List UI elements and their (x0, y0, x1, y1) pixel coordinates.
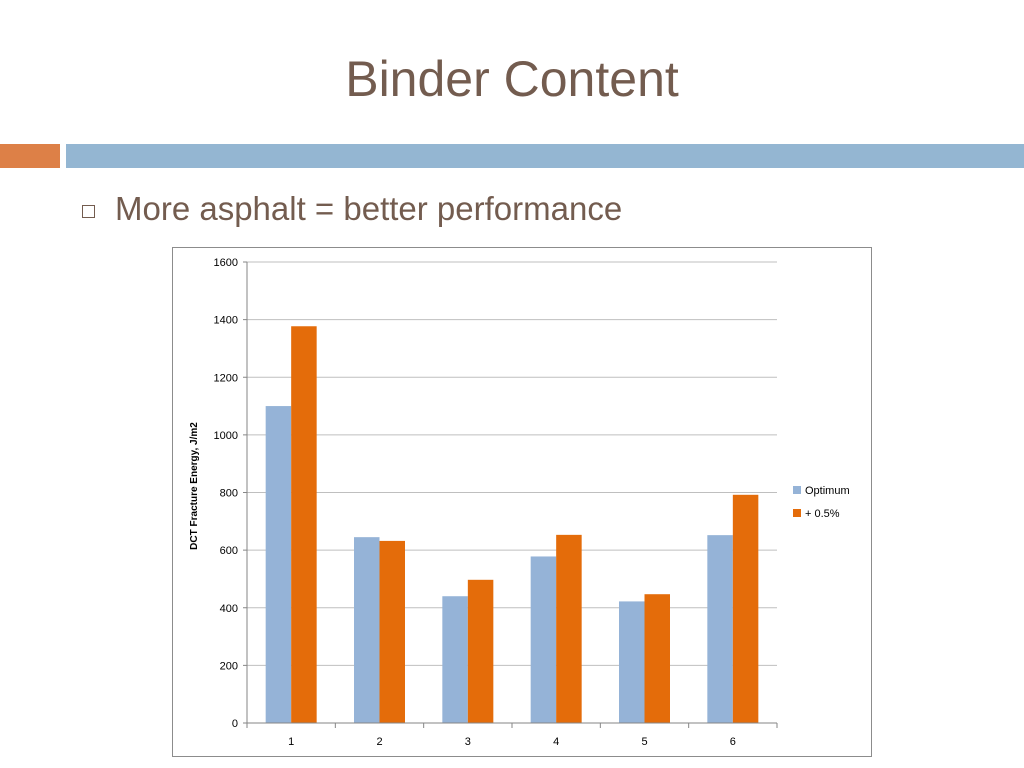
y-tick-label: 1200 (214, 372, 238, 384)
x-tick-label: 3 (465, 736, 471, 748)
bars (265, 326, 759, 723)
legend-swatch (793, 509, 801, 517)
legend-label: + 0.5% (805, 508, 840, 520)
accent-bar-blue (66, 144, 1024, 168)
y-tick-label: 1400 (214, 315, 238, 327)
y-axis-ticks: 0 200 400 600 800 1000 1200 1400 1600 (214, 257, 247, 730)
bar-plus-0-5-2 (379, 540, 405, 723)
bar-optimum-3 (442, 596, 468, 723)
y-tick-label: 0 (232, 718, 238, 730)
bar-plus-0-5-5 (644, 594, 670, 723)
slide-title: Binder Content (345, 51, 679, 107)
bar-plus-0-5-4 (556, 534, 582, 723)
bar-plus-0-5-1 (291, 326, 317, 723)
y-tick-label: 1000 (214, 430, 238, 442)
bar-optimum-5 (619, 601, 645, 723)
bar-optimum-4 (530, 556, 557, 723)
square-bullet-icon (82, 204, 95, 218)
bar-optimum-6 (707, 535, 733, 723)
bullet-item: More asphalt = better performance (82, 190, 622, 228)
bullet-text: More asphalt = better performance (115, 190, 623, 227)
y-tick-label: 600 (220, 545, 238, 557)
bar-plus-0-5-6 (732, 494, 759, 723)
legend-swatch (793, 486, 801, 494)
y-tick-label: 400 (220, 603, 238, 615)
bar-optimum-2 (354, 537, 380, 723)
y-axis-label: DCT Fracture Energy, J/m2 (189, 422, 200, 550)
accent-bar-orange (0, 144, 60, 168)
x-tick-label: 1 (288, 736, 294, 748)
y-tick-label: 200 (220, 660, 238, 672)
x-tick-label: 6 (730, 736, 736, 748)
x-axis: 1 2 3 4 5 6 (246, 262, 778, 748)
chart-frame: 0 200 400 600 800 1000 1200 1400 1600 1 2 3 4 5 6 DCT… (172, 247, 872, 757)
bar-chart: 0 200 400 600 800 1000 1200 1400 1600 1 2 3 4 5 6 DCT… (189, 257, 850, 748)
legend-label: Optimum (805, 485, 850, 497)
legend: Optimum + 0.5% (793, 485, 850, 520)
bar-plus-0-5-3 (467, 579, 494, 723)
y-tick-label: 800 (220, 488, 238, 500)
x-tick-label: 5 (641, 736, 647, 748)
bar-optimum-1 (265, 406, 292, 723)
x-tick-label: 2 (376, 736, 382, 748)
gridlines (247, 261, 777, 666)
y-tick-label: 1600 (214, 257, 238, 269)
x-tick-label: 4 (553, 736, 559, 748)
